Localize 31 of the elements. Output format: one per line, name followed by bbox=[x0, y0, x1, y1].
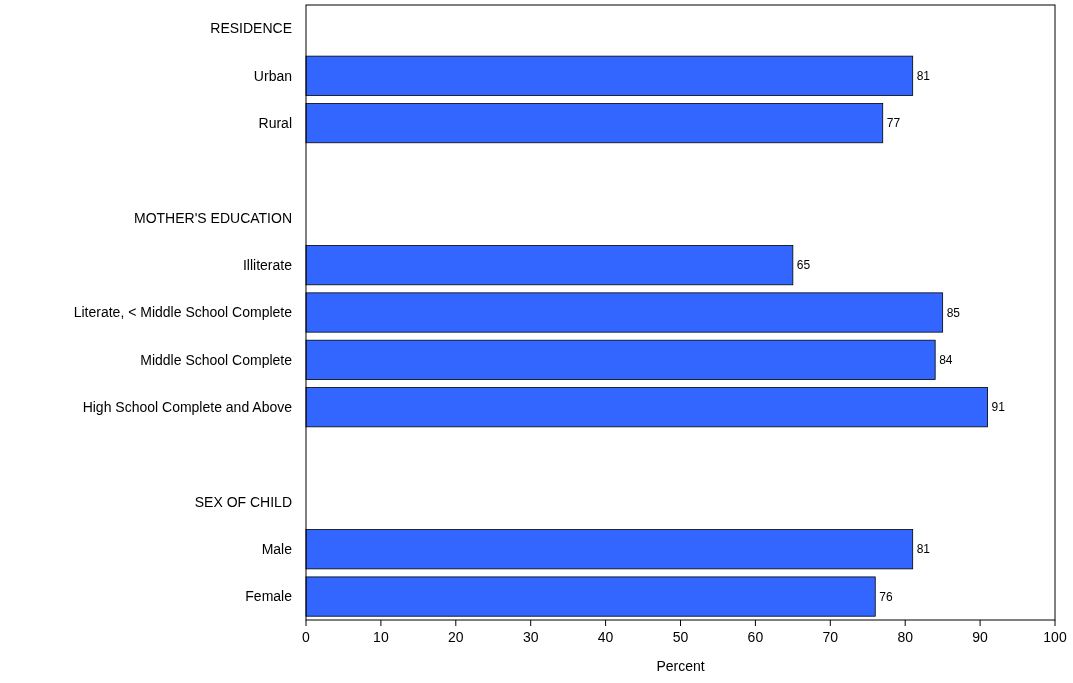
x-tick-label: 20 bbox=[448, 629, 464, 645]
x-tick-label: 90 bbox=[972, 629, 989, 645]
data-label: 65 bbox=[796, 258, 811, 273]
data-label: 85 bbox=[946, 305, 961, 320]
y-tick-label: Literate, < Middle School Complete bbox=[73, 304, 293, 321]
x-tick-label: 80 bbox=[897, 629, 914, 645]
data-label: 91 bbox=[991, 400, 1006, 415]
data-label: 81 bbox=[916, 542, 931, 557]
y-tick-label: Rural bbox=[258, 115, 292, 132]
x-tick-label: 10 bbox=[373, 629, 389, 645]
x-tick-label: 0 bbox=[302, 629, 311, 645]
y-tick-label: High School Complete and Above bbox=[82, 399, 293, 416]
y-tick-label: Middle School Complete bbox=[140, 351, 293, 368]
data-label: 84 bbox=[939, 353, 953, 368]
data-label: 76 bbox=[879, 589, 893, 604]
data-label: 81 bbox=[916, 68, 931, 83]
y-tick-label: RESIDENCE bbox=[210, 20, 292, 37]
x-tick-label: 70 bbox=[822, 629, 839, 645]
y-tick-label: MOTHER'S EDUCATION bbox=[134, 209, 292, 226]
data-label: 77 bbox=[886, 116, 901, 131]
y-tick-label: Illiterate bbox=[242, 257, 293, 274]
x-tick-label: 60 bbox=[747, 629, 764, 645]
x-tick-label: 40 bbox=[597, 629, 614, 645]
y-tick-label: Male bbox=[261, 541, 293, 558]
x-tick-label: 30 bbox=[522, 629, 539, 645]
x-tick-label: 50 bbox=[672, 629, 689, 645]
x-tick-label: 100 bbox=[1043, 629, 1067, 645]
y-tick-label: SEX OF CHILD bbox=[194, 493, 292, 510]
y-tick-label: Urban bbox=[253, 67, 292, 84]
y-tick-label: Female bbox=[245, 588, 293, 605]
x-axis-title: Percent bbox=[656, 658, 705, 674]
